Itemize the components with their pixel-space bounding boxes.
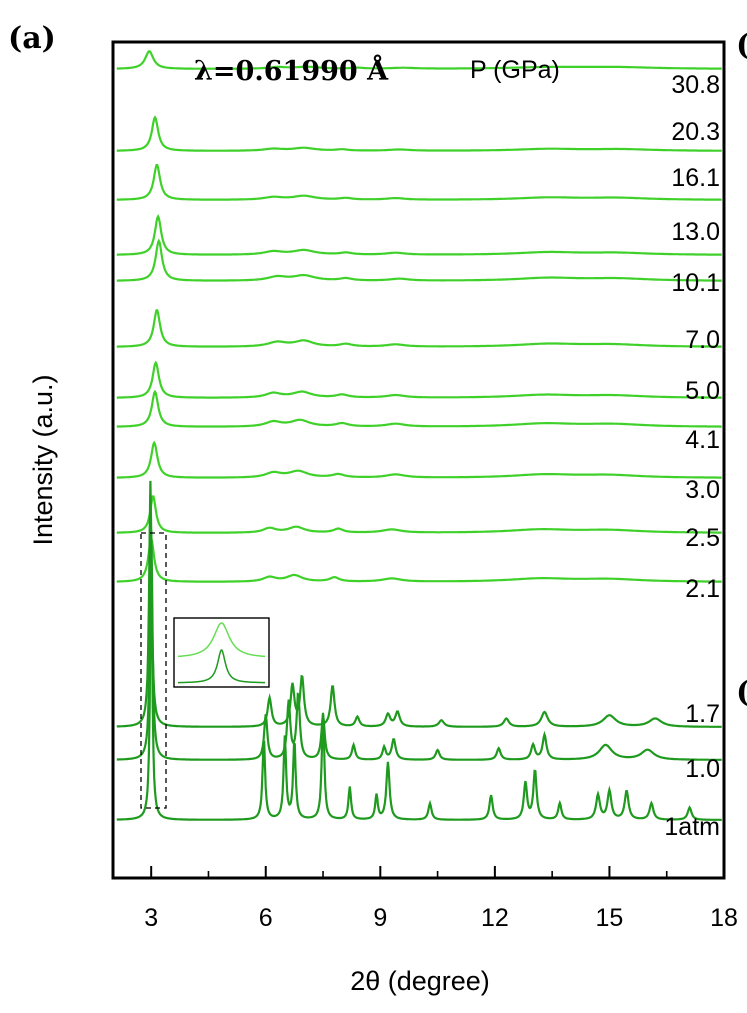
curve-labels: 30.8 20.3 16.1 13.0 10.1 7.0 5.0 4.1 3.0 2.5 2.1 1.… [664, 71, 720, 841]
wavelength-annotation: λ=0.61990 Å [194, 53, 389, 87]
curve-2-1 [116, 535, 722, 583]
curve-label-13-0: 13.0 [671, 218, 720, 246]
curve-label-1-7: 1.7 [685, 700, 720, 728]
curve-label-20-3: 20.3 [671, 118, 720, 146]
inset-curve-bottom [178, 649, 265, 684]
inset-curve-top [178, 622, 265, 658]
y-axis-label: Intensity (a.u.) [28, 374, 58, 545]
x-tick-label: 18 [710, 904, 738, 932]
curve-label-1-0: 1.0 [685, 755, 720, 783]
x-tick-label: 15 [596, 904, 624, 932]
x-axis-label: 2θ (degree) [350, 966, 490, 996]
curve-16-1 [116, 164, 722, 201]
x-tick-label: 3 [144, 904, 158, 932]
x-axis-ticks: 3 6 9 12 15 18 [144, 866, 738, 932]
curve-2-5 [116, 495, 722, 534]
curve-20-3 [116, 115, 722, 152]
x-tick-label: 9 [373, 904, 387, 932]
panel-c-label-partial: ( [736, 675, 747, 710]
curve-label-4-1: 4.1 [685, 426, 720, 454]
curve-label-7-0: 7.0 [685, 326, 720, 354]
inset-frame [173, 617, 270, 688]
plot-area [111, 40, 726, 880]
inset [173, 617, 270, 688]
panel-label: (a) [8, 21, 56, 56]
curve-label-2-5: 2.5 [685, 524, 720, 552]
curve-label-30-8: 30.8 [671, 71, 720, 99]
curve-label-16-1: 16.1 [671, 164, 720, 192]
curve-label-10-1: 10.1 [671, 269, 720, 297]
curve-13-0 [116, 214, 722, 256]
x-tick-label: 12 [481, 904, 509, 932]
x-tick-label: 6 [259, 904, 273, 932]
axes-frame [111, 40, 726, 880]
curve-7-0 [116, 309, 722, 348]
curve-30-8 [116, 50, 722, 70]
curve-label-1atm: 1atm [664, 813, 720, 841]
zoom-region-box [140, 532, 167, 809]
curve-10-1 [116, 238, 722, 282]
curve-label-3-0: 3.0 [685, 476, 720, 504]
pressure-header: P (GPa) [470, 56, 560, 84]
curve-4-1 [116, 389, 722, 428]
curve-5-0 [116, 360, 722, 399]
curve-1-0 [116, 530, 722, 761]
curve-1atm [116, 557, 722, 821]
curve-label-2-1: 2.1 [685, 575, 720, 603]
diffraction-curves [116, 50, 722, 821]
curve-3-0 [116, 440, 722, 479]
panel-b-label-partial: ( [736, 28, 747, 63]
curve-label-5-0: 5.0 [685, 377, 720, 405]
curve-1-7 [116, 480, 722, 728]
